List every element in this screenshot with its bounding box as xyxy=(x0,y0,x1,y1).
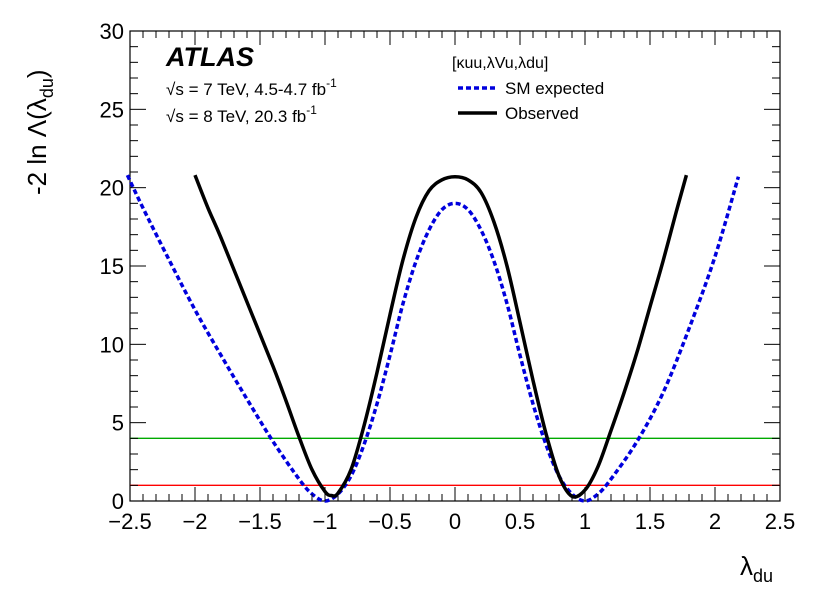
x-tick-label: 2 xyxy=(709,509,721,534)
y-tick-label: 10 xyxy=(100,332,124,357)
x-tick-label: −1 xyxy=(312,509,337,534)
y-tick-label: 20 xyxy=(100,176,124,201)
reference-lines xyxy=(130,437,780,486)
legend: [κuu,λVu,λdu] SM expected Observed xyxy=(452,55,604,123)
x-tick-label: 2.5 xyxy=(765,509,796,534)
y-axis-label: -2 ln Λ(λdu) xyxy=(22,69,57,195)
experiment-label: ATLAS xyxy=(165,42,254,72)
x-tick-label: 0 xyxy=(449,509,461,534)
legend-header: [κuu,λVu,λdu] xyxy=(452,55,548,72)
y-tick-label: 5 xyxy=(112,411,124,436)
y-tick-label: 25 xyxy=(100,97,124,122)
x-tick-label: 1 xyxy=(579,509,591,534)
x-tick-label: 0.5 xyxy=(505,509,536,534)
axis-ticks xyxy=(129,30,781,502)
series-line-observed xyxy=(193,174,689,499)
x-tick-label: −2 xyxy=(182,509,207,534)
legend-label-observed: Observed xyxy=(505,104,579,123)
annotation-8tev: √s = 8 TeV, 20.3 fb-1 xyxy=(166,103,317,126)
x-tick-label: 1.5 xyxy=(635,509,666,534)
y-tick-labels: 0 5 10 15 20 25 30 xyxy=(100,19,124,514)
x-tick-labels: −2.5 −2 −1.5 −1 −0.5 0 0.5 1 1.5 2 2.5 xyxy=(108,509,795,534)
annotation-7tev: √s = 7 TeV, 4.5-4.7 fb-1 xyxy=(166,76,337,99)
series-curves xyxy=(125,174,741,503)
y-tick-label: 15 xyxy=(100,254,124,279)
legend-label-expected: SM expected xyxy=(505,79,604,98)
y-tick-label: 30 xyxy=(100,19,124,44)
x-tick-label: −0.5 xyxy=(368,509,411,534)
x-tick-label: −2.5 xyxy=(108,509,151,534)
series-line-sm-expected xyxy=(125,174,741,503)
y-tick-label: 0 xyxy=(112,489,124,514)
x-tick-label: −1.5 xyxy=(238,509,281,534)
x-axis-label: λdu xyxy=(740,551,773,586)
plot-frame xyxy=(129,30,781,502)
